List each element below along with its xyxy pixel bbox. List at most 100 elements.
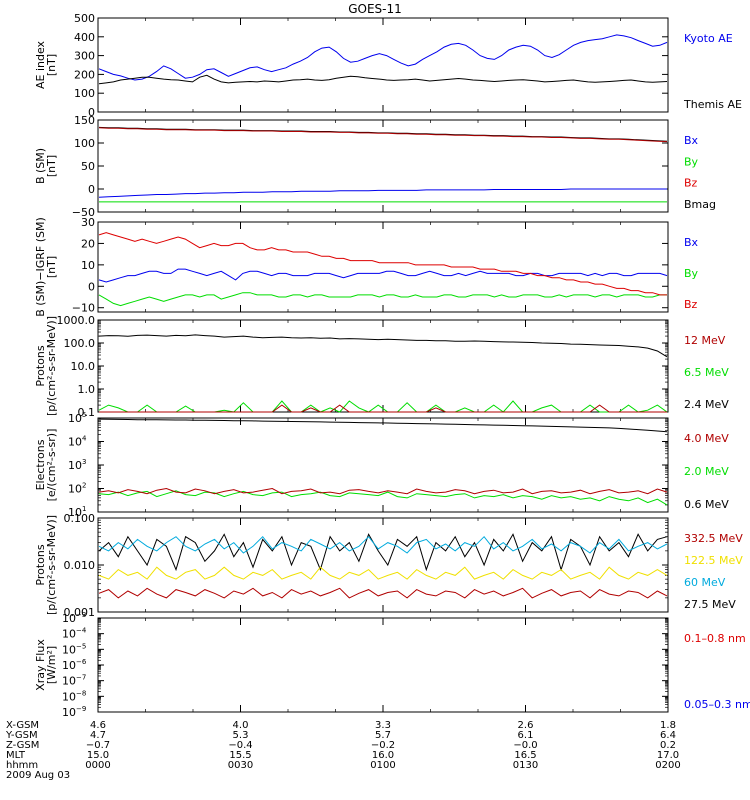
series-line-27-5-mev <box>98 533 668 572</box>
series-line-332-5-mev <box>98 587 668 599</box>
y-tick-label: 0 <box>88 183 95 196</box>
legend-entry: 4.0 MeV <box>684 432 729 445</box>
legend-entry: Themis AE <box>683 98 742 111</box>
legend-entry: 6.5 MeV <box>684 366 729 379</box>
legend-entry: 2.0 MeV <box>684 465 729 478</box>
x-column-value: 0200 <box>655 760 680 771</box>
y-tick-label: 0 <box>88 106 95 119</box>
y-axis-label: Protons[p/(cm²-s-sr-MeV)] <box>34 316 58 416</box>
y-tick-label: 10−6 <box>62 658 87 672</box>
legend-entry: Bz <box>684 177 698 190</box>
y-tick-label: 10−3 <box>62 611 86 625</box>
y-tick-label: 0.010 <box>64 559 96 572</box>
legend-entry: By <box>684 155 699 168</box>
y-tick-label: 10−8 <box>62 689 86 703</box>
x-column-value: 5.3 <box>233 730 249 741</box>
series-line-12-mev <box>99 404 667 413</box>
panel-3: −10 0 10 20 30 B (SM)−IGRF (SM)[nT] Bx By Bz <box>34 216 699 317</box>
x-row-label: Z-GSM <box>6 740 39 751</box>
y-tick-label: −50 <box>72 206 95 219</box>
series-line-bz <box>98 232 667 296</box>
legend-entry: 0.6 MeV <box>684 498 729 511</box>
y-tick-label: 103 <box>68 458 86 472</box>
y-tick-label: 300 <box>74 50 95 63</box>
legend-entry: 122.5 MeV <box>684 554 743 567</box>
y-axis-label: B (SM)−IGRF (SM)[nT] <box>34 217 58 317</box>
x-column-value: 4.7 <box>90 730 106 741</box>
panel-frame <box>97 319 669 413</box>
y-tick-label: 10.0 <box>71 360 96 373</box>
series-line-kyoto-ae <box>98 34 668 81</box>
x-column-value: 0.2 <box>660 740 676 751</box>
y-tick-label: 10−7 <box>62 674 86 688</box>
panel-1: 0 100 200 300 400 500 AE index[nT] Kyoto AE Them… <box>34 12 742 119</box>
series-line-by <box>98 292 667 307</box>
y-axis-label: Protons[p/(cm²-s-sr-MeV)] <box>34 515 58 615</box>
y-tick-label: 102 <box>68 482 86 496</box>
series-line-4-0-mev <box>98 487 668 495</box>
x-column-value: 16.0 <box>372 750 394 761</box>
y-tick-label: −10 <box>72 302 95 315</box>
legend-entry: 60 MeV <box>684 576 726 589</box>
panel-frame <box>97 517 669 613</box>
series-line-themis-ae <box>98 74 668 85</box>
y-tick-label: 101 <box>68 505 86 519</box>
x-column-value: 4.0 <box>233 720 249 731</box>
y-tick-label: 200 <box>74 68 95 81</box>
x-column-value: 1.8 <box>660 720 676 731</box>
legend-entry: 332.5 MeV <box>684 532 743 545</box>
y-tick-label: 0.001 <box>64 606 96 619</box>
x-row-label: hhmm <box>6 760 38 771</box>
legend-entry: Bx <box>684 236 699 249</box>
legend-entry: 27.5 MeV <box>684 598 736 611</box>
x-row-label: Y-GSM <box>5 730 38 741</box>
legend-entry: 2.4 MeV <box>684 398 729 411</box>
series-line-0-6-mev <box>98 418 668 433</box>
y-axis-label: B (SM)[nT] <box>34 148 58 184</box>
x-column-value: 6.4 <box>660 730 676 741</box>
legend-entry: 0.05–0.3 nm <box>684 698 750 711</box>
panel-frame <box>97 221 669 313</box>
legend-entry: 12 MeV <box>684 334 726 347</box>
legend-entry: Bz <box>684 298 698 311</box>
series-line-bz <box>98 127 668 143</box>
x-column-value: 0100 <box>370 760 395 771</box>
series-line-bx <box>98 268 668 283</box>
y-tick-label: 10 <box>81 259 95 272</box>
panel-5: 101 102 103 104 105 Electrons[e/(cm²-s-sr)] 4.… <box>34 411 729 519</box>
series-line-60-mev <box>98 535 668 554</box>
panel-frame <box>97 417 669 513</box>
x-row-label: X-GSM <box>6 720 39 731</box>
y-tick-label: 50 <box>81 160 95 173</box>
legend-entry: 0.1–0.8 nm <box>684 632 746 645</box>
y-tick-label: 400 <box>74 31 95 44</box>
x-column-value: −0.7 <box>86 740 110 751</box>
panel-2: −50 0 50 100 150 B (SM)[nT] Bx By Bz Bmag <box>34 114 716 219</box>
y-axis-label: Xray Flux[W/m²] <box>34 639 58 691</box>
y-tick-label: 0.100 <box>64 512 96 525</box>
series-line-2-4-mev <box>98 334 668 358</box>
y-tick-label: 10−4 <box>62 627 87 641</box>
x-column-value: 17.0 <box>657 750 679 761</box>
y-tick-label: 1000.0 <box>57 314 96 327</box>
y-tick-label: 104 <box>68 435 87 449</box>
x-column-value: −0.4 <box>228 740 252 751</box>
x-column-value: −0.2 <box>371 740 395 751</box>
legend-entry: Bmag <box>684 198 716 211</box>
y-tick-label: 100.0 <box>64 337 96 350</box>
date-label: 2009 Aug 03 <box>6 770 70 781</box>
x-column-value: 3.3 <box>375 720 391 731</box>
x-column-value: 0030 <box>228 760 253 771</box>
x-column-value: 2.6 <box>518 720 534 731</box>
x-column-value: 15.0 <box>87 750 109 761</box>
x-column-value: 4.6 <box>90 720 106 731</box>
y-tick-label: 100 <box>74 87 95 100</box>
x-column-value: 15.5 <box>229 750 251 761</box>
series-line-bx <box>98 188 667 198</box>
series-line-122-5-mev <box>98 566 668 580</box>
y-tick-label: 105 <box>68 411 86 425</box>
x-column-value: 16.5 <box>514 750 536 761</box>
